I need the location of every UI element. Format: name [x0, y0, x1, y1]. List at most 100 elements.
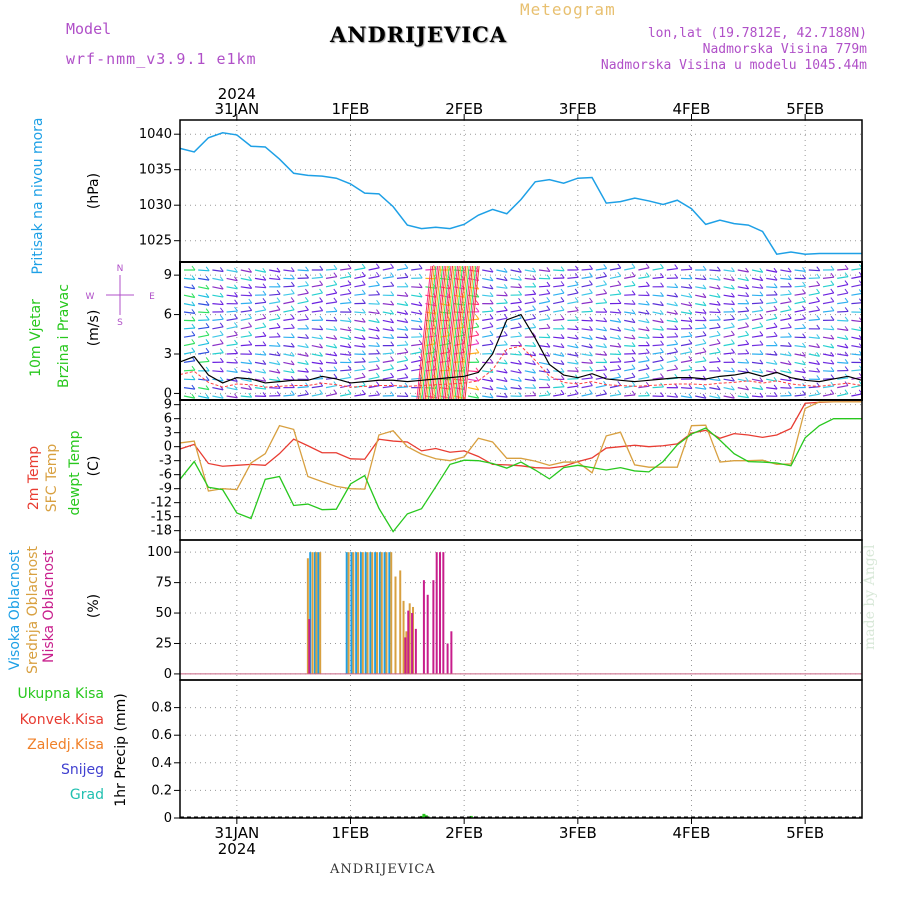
wind-barb — [354, 353, 366, 356]
mid-cloud-bar — [390, 552, 393, 674]
wind-barb-flag — [503, 385, 508, 390]
wind-barb-flag — [489, 267, 494, 273]
y-tick-label: 0 — [164, 440, 172, 455]
mid-cloud-bar — [311, 552, 314, 674]
wind-barb-flag — [503, 298, 508, 304]
wind-barb-flag — [290, 274, 295, 280]
y-tick-label: -12 — [151, 496, 172, 511]
wind-barb — [609, 393, 621, 397]
wind-barb-flag — [404, 373, 409, 378]
tsfc-line — [179, 401, 862, 492]
wind-barb-flag — [191, 293, 196, 298]
wind-barb — [666, 328, 678, 331]
wind-barb — [340, 369, 352, 372]
wind-barb-flag — [674, 339, 679, 345]
wind-barb-flag — [702, 384, 707, 390]
wind-barb — [680, 343, 692, 347]
wind-barb — [695, 378, 707, 381]
wind-barb — [183, 286, 195, 290]
wind-barb-flag — [319, 272, 324, 278]
wind-barb-flag — [390, 263, 394, 269]
wind-barb-flag — [659, 355, 664, 361]
wind-barb-flag — [532, 342, 537, 347]
wind-barb — [567, 378, 579, 380]
wind-barb-flag — [731, 348, 735, 354]
wind-barb-flag — [773, 313, 778, 319]
date-label-top: 5FEB — [786, 100, 824, 118]
wind-barb — [808, 393, 820, 397]
wind-barb-flag — [475, 357, 480, 363]
wind-barb — [212, 326, 224, 330]
wind-barb — [411, 351, 423, 355]
wind-barb-flag — [745, 377, 749, 382]
wind-barb-flag — [319, 381, 324, 387]
wind-barb-flag — [475, 314, 480, 320]
wind-barb-flag — [546, 342, 551, 348]
wind-barb-flag — [660, 392, 664, 397]
wind-barb-flag — [844, 335, 849, 340]
wind-barb-flag — [787, 289, 792, 295]
wind-barb — [354, 336, 366, 340]
wind-barb — [666, 368, 678, 372]
wind-barb-flag — [305, 389, 309, 395]
wind-barb — [421, 265, 437, 401]
wind-barb-flag — [773, 305, 778, 311]
wind-barb-flag — [787, 391, 792, 396]
wind-barb-flag — [716, 300, 721, 306]
wind-barb-flag — [333, 389, 338, 395]
wind-barb — [510, 370, 522, 374]
date-label-bottom: 3FEB — [559, 824, 597, 842]
wind-barb — [822, 353, 834, 357]
wind-barb-flag — [546, 390, 551, 396]
wind-barb-flag — [191, 375, 196, 380]
wind-barb-flag — [489, 377, 494, 382]
wind-barb — [283, 394, 295, 397]
wind-barb-flag — [319, 325, 324, 330]
wind-barb-flag — [262, 377, 267, 382]
wind-barb — [695, 351, 707, 355]
wind-barb-flag — [688, 274, 693, 280]
wind-barb-flag — [787, 351, 792, 357]
wind-barb — [297, 284, 309, 288]
wind-barb-flag — [546, 314, 551, 320]
wind-barb-flag — [603, 389, 607, 395]
wind-barb — [396, 386, 409, 389]
wind-barb — [851, 275, 863, 279]
wind-barb-flag — [560, 334, 565, 339]
wind-barb-flag — [205, 300, 210, 306]
wind-barb-flag — [347, 358, 352, 363]
wind-barb-flag — [503, 284, 508, 289]
wind-barb-flag — [674, 264, 679, 269]
wind-barb — [709, 351, 721, 355]
wind-barb — [325, 268, 338, 271]
wind-barb — [524, 269, 536, 273]
wind-barb — [581, 301, 593, 305]
wind-barb — [411, 267, 423, 271]
wind-barb-flag — [276, 282, 281, 288]
model-label: Model — [66, 20, 112, 38]
wind-barb — [368, 385, 380, 389]
wind-barb-flag — [390, 309, 395, 315]
wind-barb-flag — [305, 324, 309, 330]
wind-barb — [695, 311, 707, 314]
wind-barb — [723, 326, 735, 330]
wind-barb-flag — [219, 339, 224, 344]
wind-barb — [240, 370, 252, 374]
wind-barb-flag — [631, 263, 636, 269]
wind-barb-flag — [674, 301, 678, 307]
wind-barb — [822, 310, 834, 313]
wind-barb — [396, 311, 408, 315]
wind-barb — [581, 336, 593, 340]
wind-barb-flag — [688, 393, 693, 399]
wind-barb — [624, 284, 636, 288]
wind-barb-flag — [787, 282, 792, 288]
wind-barb-flag — [262, 322, 267, 328]
wind-barb — [439, 265, 455, 401]
wind-barb — [624, 336, 636, 340]
wind-barb-flag — [574, 265, 579, 271]
wind-barb-flag — [830, 325, 835, 330]
wind-barb-flag — [560, 273, 565, 279]
wind-barb — [538, 378, 551, 381]
wind-barb — [595, 376, 607, 380]
wind-barb — [510, 378, 522, 382]
